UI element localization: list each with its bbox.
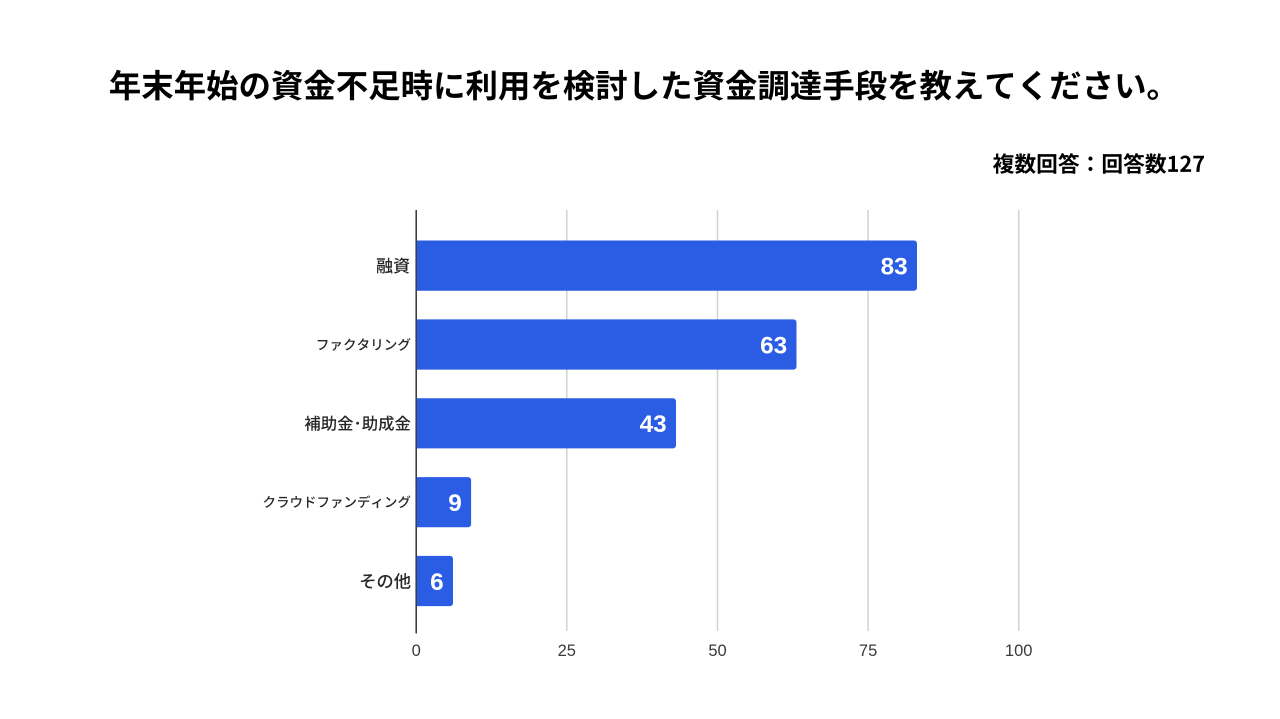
svg-text:75: 75 (859, 642, 877, 660)
svg-text:100: 100 (1005, 642, 1033, 660)
svg-text:83: 83 (881, 254, 908, 281)
svg-text:43: 43 (640, 411, 667, 438)
svg-text:50: 50 (708, 642, 726, 660)
svg-text:0: 0 (412, 642, 421, 660)
svg-text:9: 9 (448, 490, 462, 517)
svg-text:6: 6 (430, 569, 444, 596)
svg-text:63: 63 (760, 332, 787, 359)
svg-text:25: 25 (558, 642, 576, 660)
